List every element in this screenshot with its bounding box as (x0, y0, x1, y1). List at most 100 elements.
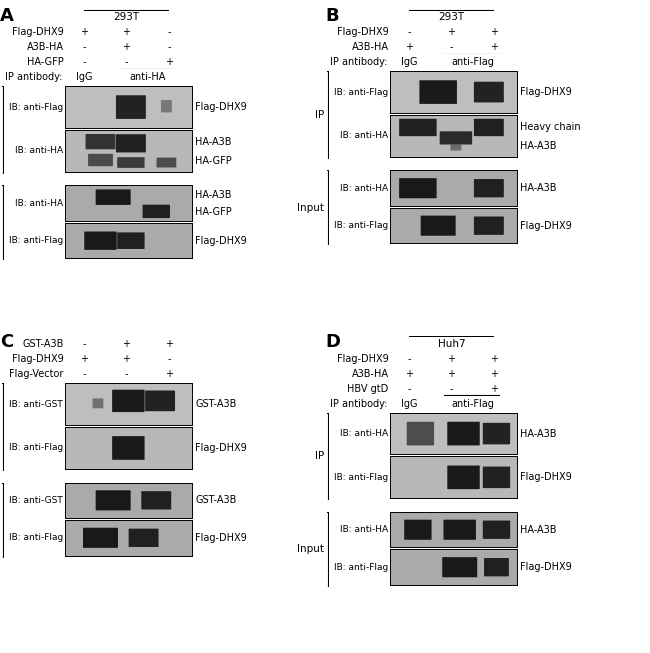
Text: IB: anti-HA: IB: anti-HA (340, 183, 388, 193)
Text: HA-A3B: HA-A3B (520, 141, 556, 151)
FancyBboxPatch shape (447, 422, 480, 445)
FancyBboxPatch shape (474, 82, 504, 103)
Text: +: + (490, 384, 498, 394)
FancyBboxPatch shape (129, 529, 159, 547)
FancyBboxPatch shape (450, 144, 462, 151)
Text: +: + (490, 354, 498, 364)
FancyBboxPatch shape (96, 490, 131, 511)
Text: -: - (124, 57, 127, 67)
Text: IB: anti-HA: IB: anti-HA (340, 525, 388, 534)
FancyBboxPatch shape (474, 217, 504, 235)
Text: IP: IP (315, 110, 324, 120)
Text: IB: anti-HA: IB: anti-HA (15, 146, 63, 155)
Text: IB: anti-Flag: IB: anti-Flag (9, 236, 63, 245)
FancyBboxPatch shape (141, 491, 171, 509)
Text: +: + (80, 354, 88, 364)
FancyBboxPatch shape (88, 154, 113, 167)
Text: -: - (408, 354, 411, 364)
Text: Flag-DHX9: Flag-DHX9 (337, 27, 389, 37)
Text: IgG: IgG (401, 57, 417, 67)
Text: IB: anti-HA: IB: anti-HA (340, 429, 388, 438)
Text: +: + (165, 369, 173, 379)
FancyBboxPatch shape (116, 95, 146, 119)
Text: IgG: IgG (401, 398, 417, 409)
Text: Input: Input (297, 545, 324, 554)
Text: Flag-DHX9: Flag-DHX9 (337, 354, 389, 364)
FancyBboxPatch shape (399, 178, 437, 199)
Text: +: + (165, 57, 173, 67)
Text: A3B-HA: A3B-HA (27, 42, 64, 52)
Text: Flag-DHX9: Flag-DHX9 (195, 533, 247, 543)
Text: Huh7: Huh7 (437, 339, 465, 349)
Text: +: + (490, 369, 498, 379)
Text: -: - (167, 27, 171, 37)
Text: -: - (167, 42, 171, 52)
Text: +: + (447, 354, 455, 364)
FancyBboxPatch shape (84, 232, 117, 250)
Text: +: + (405, 369, 413, 379)
Text: -: - (449, 384, 452, 394)
FancyBboxPatch shape (404, 520, 432, 540)
Text: Input: Input (297, 203, 324, 213)
FancyBboxPatch shape (483, 520, 510, 539)
FancyBboxPatch shape (407, 422, 434, 445)
Text: Flag-DHX9: Flag-DHX9 (520, 87, 572, 97)
Text: IB: anti-Flag: IB: anti-Flag (9, 534, 63, 542)
FancyBboxPatch shape (161, 100, 172, 112)
Text: +: + (122, 42, 130, 52)
Text: -: - (83, 42, 86, 52)
Text: Heavy chain: Heavy chain (520, 121, 580, 132)
Text: anti-Flag: anti-Flag (451, 57, 494, 67)
Text: GST-A3B: GST-A3B (22, 339, 64, 349)
Text: IgG: IgG (76, 72, 92, 82)
Text: +: + (490, 42, 498, 52)
Text: HA-A3B: HA-A3B (520, 428, 556, 439)
FancyBboxPatch shape (145, 390, 175, 411)
FancyBboxPatch shape (439, 131, 472, 144)
FancyBboxPatch shape (419, 80, 457, 104)
FancyBboxPatch shape (117, 157, 144, 168)
Text: IP antibody:: IP antibody: (5, 72, 62, 82)
FancyBboxPatch shape (112, 390, 144, 412)
Text: +: + (447, 369, 455, 379)
Text: +: + (122, 339, 130, 349)
FancyBboxPatch shape (142, 204, 170, 218)
FancyBboxPatch shape (483, 466, 510, 488)
Text: B: B (325, 7, 339, 25)
Text: -: - (408, 384, 411, 394)
FancyBboxPatch shape (92, 398, 103, 408)
Text: anti-Flag: anti-Flag (451, 398, 494, 409)
FancyBboxPatch shape (442, 557, 477, 577)
Text: Flag-DHX9: Flag-DHX9 (520, 221, 572, 231)
FancyBboxPatch shape (483, 422, 510, 445)
Text: +: + (122, 27, 130, 37)
Text: Flag-DHX9: Flag-DHX9 (195, 102, 247, 112)
Text: 293T: 293T (438, 12, 465, 22)
Text: Flag-DHX9: Flag-DHX9 (195, 443, 247, 453)
FancyBboxPatch shape (86, 134, 116, 150)
Text: HA-GFP: HA-GFP (27, 57, 64, 67)
Text: IB: anti-GST: IB: anti-GST (9, 496, 63, 505)
Text: -: - (408, 27, 411, 37)
FancyBboxPatch shape (157, 157, 176, 167)
Text: +: + (122, 354, 130, 364)
Text: +: + (447, 27, 455, 37)
Text: IB: anti-Flag: IB: anti-Flag (334, 563, 388, 571)
Text: IB: anti-Flag: IB: anti-Flag (334, 473, 388, 482)
Text: -: - (167, 354, 171, 364)
Text: GST-A3B: GST-A3B (195, 496, 237, 505)
Text: HA-A3B: HA-A3B (195, 191, 231, 200)
Text: +: + (490, 27, 498, 37)
Text: HA-A3B: HA-A3B (520, 183, 556, 193)
Text: -: - (83, 369, 86, 379)
Text: anti-HA: anti-HA (129, 72, 166, 82)
Text: Flag-DHX9: Flag-DHX9 (520, 562, 572, 572)
Text: Flag-DHX9: Flag-DHX9 (12, 354, 64, 364)
Text: 293T: 293T (113, 12, 140, 22)
Text: IB: anti-Flag: IB: anti-Flag (334, 88, 388, 97)
Text: -: - (83, 57, 86, 67)
Text: IB: anti-GST: IB: anti-GST (9, 400, 63, 409)
FancyBboxPatch shape (116, 135, 146, 152)
Text: HA-A3B: HA-A3B (195, 136, 231, 147)
FancyBboxPatch shape (474, 179, 504, 197)
